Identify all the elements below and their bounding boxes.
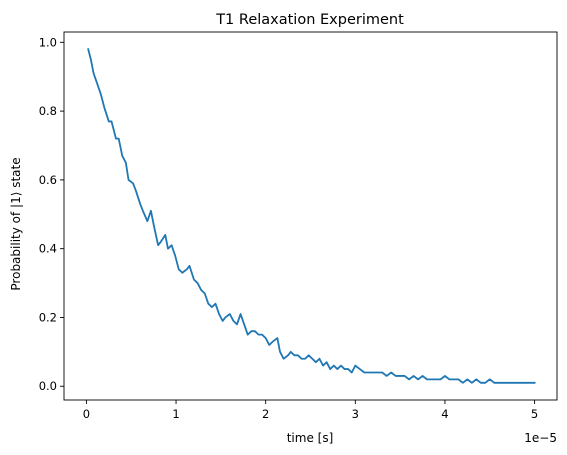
chart-title: T1 Relaxation Experiment — [215, 12, 404, 28]
x-tick-label: 0 — [83, 407, 90, 421]
x-axis-label: time [s] — [287, 431, 334, 445]
y-axis-label: Probability of |1⟩ state — [9, 157, 23, 290]
x-tick-label: 3 — [352, 407, 359, 421]
x-axis-offset-label: 1e−5 — [524, 431, 557, 445]
series-line-0 — [87, 48, 536, 384]
y-tick-label: 0.4 — [39, 242, 57, 256]
x-tick-label: 4 — [441, 407, 448, 421]
x-axis-ticks: 0 1 2 3 4 5 — [83, 400, 538, 421]
y-tick-label: 0.6 — [39, 173, 57, 187]
x-tick-label: 5 — [531, 407, 538, 421]
plot-background — [64, 32, 557, 400]
y-tick-label: 0.8 — [39, 104, 57, 118]
y-tick-label: 1.0 — [39, 35, 57, 49]
y-tick-label: 0.0 — [39, 379, 57, 393]
y-tick-label: 0.2 — [39, 310, 57, 324]
plot-frame — [63, 31, 558, 401]
y-axis-ticks: 0.0 0.2 0.4 0.6 0.8 1.0 — [39, 35, 64, 393]
plot-area — [63, 31, 558, 401]
x-tick-label: 2 — [262, 407, 269, 421]
x-tick-label: 1 — [172, 407, 179, 421]
